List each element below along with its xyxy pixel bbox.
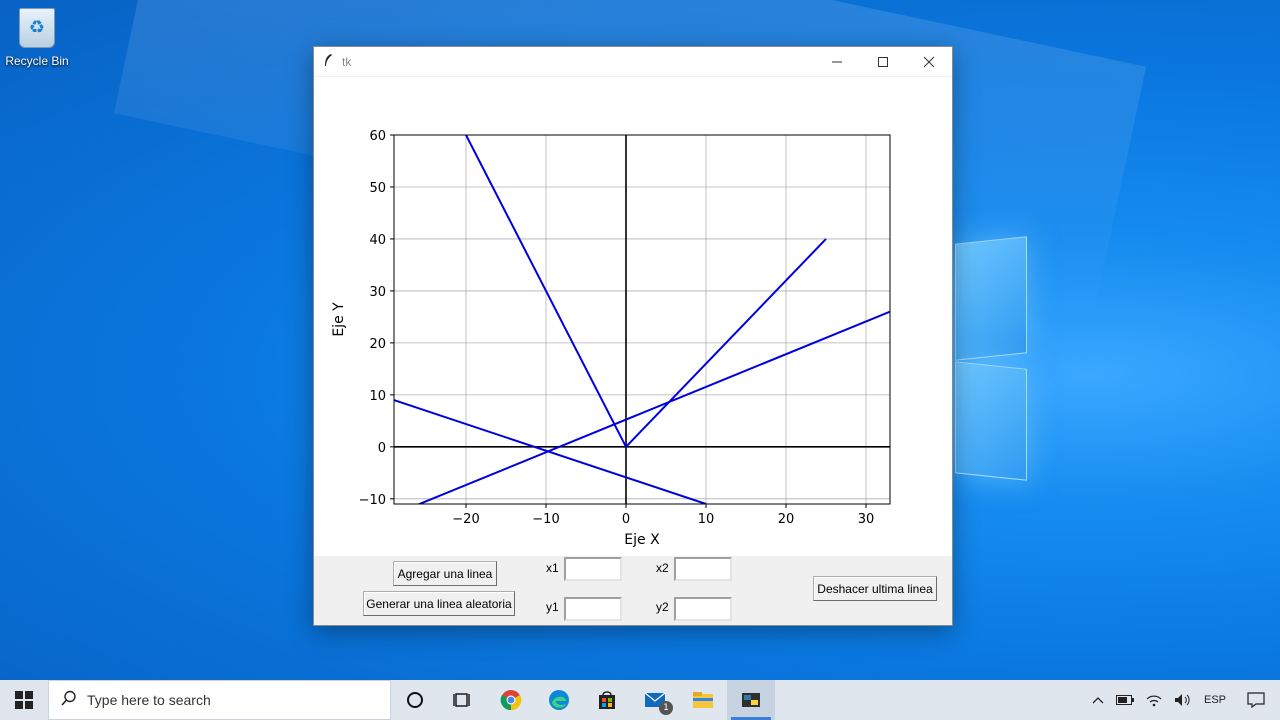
mail-badge: 1 xyxy=(659,701,673,715)
maximize-button[interactable] xyxy=(860,47,906,77)
search-icon xyxy=(61,690,87,710)
x1-field[interactable] xyxy=(564,557,622,581)
close-icon xyxy=(923,56,935,67)
y-tick-label: 40 xyxy=(369,233,386,248)
random-line-button[interactable]: Generar una linea aleatoria xyxy=(363,591,515,616)
x-axis-label: Eje X xyxy=(624,532,660,548)
store-icon[interactable] xyxy=(583,680,631,720)
y-axis-label: Eje Y xyxy=(331,302,347,337)
desktop-icon-recycle-bin[interactable]: Recycle Bin xyxy=(4,8,70,68)
y2-field[interactable] xyxy=(674,597,732,621)
taskbar-search-box[interactable]: Type here to search xyxy=(48,680,391,720)
y-tick-label: 30 xyxy=(369,285,386,300)
tk-window: tk −20 −10 0 10 20 30 −10 0 10 20 30 40 50 60 Eje X Eje… xyxy=(313,46,953,626)
y1-field[interactable] xyxy=(564,597,622,621)
start-button[interactable] xyxy=(0,680,48,720)
y-tick-label: −10 xyxy=(359,493,386,508)
y-tick-label: 10 xyxy=(369,389,386,404)
taskbar: Type here to search 1 ESP xyxy=(0,680,1280,720)
y-tick-label: 0 xyxy=(378,441,386,456)
series-line-4 xyxy=(394,399,707,504)
y1-label: y1 xyxy=(546,600,559,614)
y-tick-label: 50 xyxy=(369,181,386,196)
chrome-icon[interactable] xyxy=(487,680,535,720)
y2-label: y2 xyxy=(656,600,669,614)
edge-icon[interactable] xyxy=(535,680,583,720)
x-tick-label: −20 xyxy=(452,512,479,527)
maximize-icon xyxy=(878,56,888,67)
cortana-icon[interactable] xyxy=(391,680,439,720)
system-tray: ESP xyxy=(1086,680,1280,720)
x-tick-label: 20 xyxy=(778,512,795,527)
window-title: tk xyxy=(342,54,352,69)
controls-panel: Agregar una linea Generar una linea alea… xyxy=(314,556,952,625)
python-icon[interactable] xyxy=(727,680,775,720)
series-group xyxy=(394,135,890,504)
notification-icon[interactable] xyxy=(1232,680,1280,720)
search-placeholder: Type here to search xyxy=(87,692,211,708)
windows-logo-pane xyxy=(955,361,1027,481)
windows-start-icon xyxy=(15,691,33,709)
wifi-icon[interactable] xyxy=(1140,680,1168,720)
language-indicator[interactable]: ESP xyxy=(1203,694,1226,706)
y-tick-label: 60 xyxy=(369,129,386,144)
add-line-button[interactable]: Agregar una linea xyxy=(393,561,497,586)
minimize-icon xyxy=(832,61,842,62)
series-line-3 xyxy=(416,310,890,504)
line-chart: −20 −10 0 10 20 30 −10 0 10 20 30 40 50 60 Eje X Eje Y xyxy=(331,129,891,548)
windows-logo-pane xyxy=(955,236,1027,361)
close-button[interactable] xyxy=(906,47,952,77)
minimize-button[interactable] xyxy=(814,47,860,77)
task-view-icon[interactable] xyxy=(439,680,487,720)
x-tick-label: 0 xyxy=(622,512,630,527)
undo-last-line-button[interactable]: Deshacer ultima linea xyxy=(813,576,937,601)
x-tick-label: 30 xyxy=(858,512,875,527)
feather-icon xyxy=(314,53,342,71)
recycle-bin-icon xyxy=(19,8,55,48)
volume-icon[interactable] xyxy=(1168,680,1198,720)
series-line-2 xyxy=(625,238,827,448)
series-line-1 xyxy=(465,135,627,448)
x-tick-label: −10 xyxy=(532,512,559,527)
window-titlebar[interactable]: tk xyxy=(314,47,952,77)
desktop-icon-label: Recycle Bin xyxy=(5,54,69,68)
x2-label: x2 xyxy=(656,561,669,575)
x2-field[interactable] xyxy=(674,557,732,581)
mail-icon[interactable]: 1 xyxy=(631,680,679,720)
x1-label: x1 xyxy=(546,561,559,575)
plot-frame xyxy=(393,134,891,505)
plot-canvas[interactable]: −20 −10 0 10 20 30 −10 0 10 20 30 40 50 60 Eje X Eje Y xyxy=(314,78,952,556)
x-tick-label: 10 xyxy=(698,512,715,527)
battery-icon[interactable] xyxy=(1110,680,1140,720)
file-explorer-icon[interactable] xyxy=(679,680,727,720)
chevron-up-icon[interactable] xyxy=(1086,680,1110,720)
y-tick-label: 20 xyxy=(369,337,386,352)
